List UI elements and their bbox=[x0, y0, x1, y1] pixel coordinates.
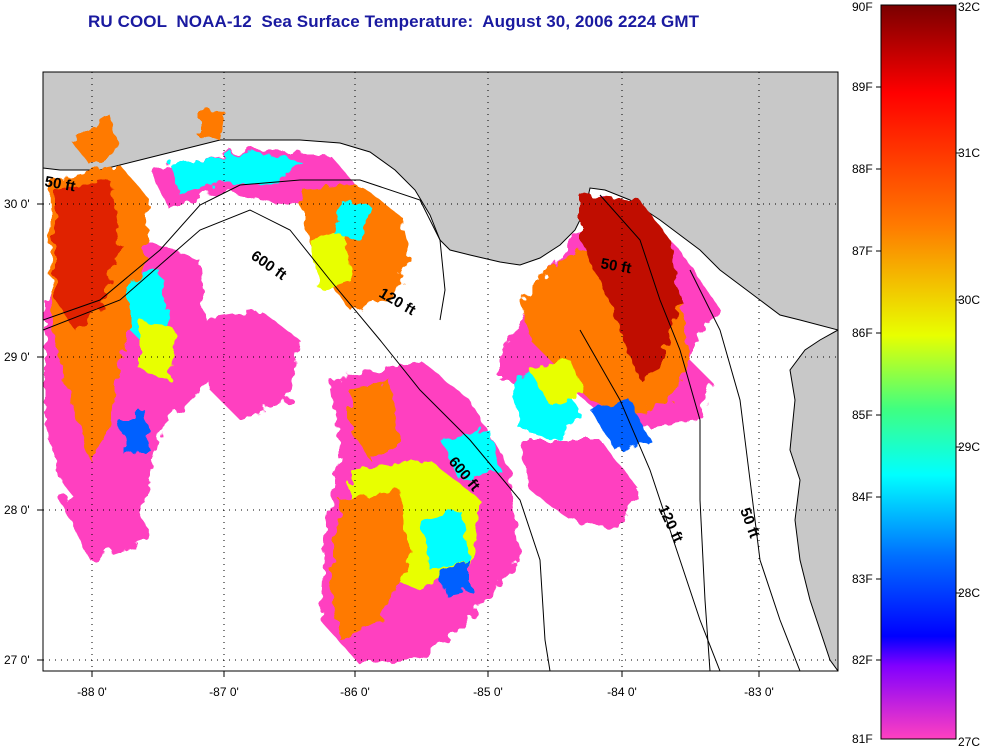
colorbar-label-f: 87F bbox=[852, 244, 873, 258]
colorbar-label-c: 29C bbox=[958, 440, 981, 454]
lon-tick-label: -84 0' bbox=[607, 685, 637, 699]
colorbar-label-c: 31C bbox=[958, 146, 981, 160]
land-peninsula bbox=[789, 329, 838, 671]
lat-tick-label: 29 0' bbox=[4, 350, 30, 364]
map-content: 50 ft 600 ft 120 ft 50 ft 600 ft 120 ft … bbox=[43, 72, 838, 671]
colorbar-label-c: 28C bbox=[958, 586, 981, 600]
isobath-label: 50 ft bbox=[599, 255, 632, 277]
lat-tick-label: 30 0' bbox=[4, 197, 30, 211]
lon-tick-label: -85 0' bbox=[473, 685, 503, 699]
colorbar bbox=[880, 4, 957, 740]
colorbar-label-f: 82F bbox=[852, 653, 873, 667]
isobath-label: 50 ft bbox=[43, 173, 76, 195]
axis-ticks bbox=[37, 203, 760, 677]
colorbar-label-f: 86F bbox=[852, 326, 873, 340]
colorbar-label-c: 32C bbox=[958, 0, 981, 14]
colorbar-label-f: 85F bbox=[852, 408, 873, 422]
colorbar-label-f: 84F bbox=[852, 490, 873, 504]
land-panhandle bbox=[43, 72, 838, 331]
lon-tick-label: -88 0' bbox=[77, 685, 107, 699]
graticule bbox=[43, 72, 838, 671]
colorbar-label-c: 30C bbox=[958, 293, 981, 307]
lon-tick-label: -86 0' bbox=[340, 685, 370, 699]
colorbar-label-f: 88F bbox=[852, 162, 873, 176]
lon-tick-label: -87 0' bbox=[209, 685, 239, 699]
colorbar-ticks bbox=[876, 86, 961, 661]
isobaths bbox=[43, 179, 801, 671]
colorbar-label-f: 90F bbox=[852, 0, 873, 14]
lat-tick-label: 28 0' bbox=[4, 503, 30, 517]
colorbar-label-f: 81F bbox=[852, 732, 873, 746]
map-title: RU COOL NOAA-12 Sea Surface Temperature:… bbox=[88, 12, 700, 31]
colorbar-label-f: 83F bbox=[852, 572, 873, 586]
colorbar-label-c: 27C bbox=[958, 735, 981, 749]
colorbar-label-f: 89F bbox=[852, 80, 873, 94]
lon-tick-label: -83 0' bbox=[744, 685, 774, 699]
lat-tick-label: 27 0' bbox=[4, 653, 30, 667]
sst-field bbox=[45, 110, 720, 665]
